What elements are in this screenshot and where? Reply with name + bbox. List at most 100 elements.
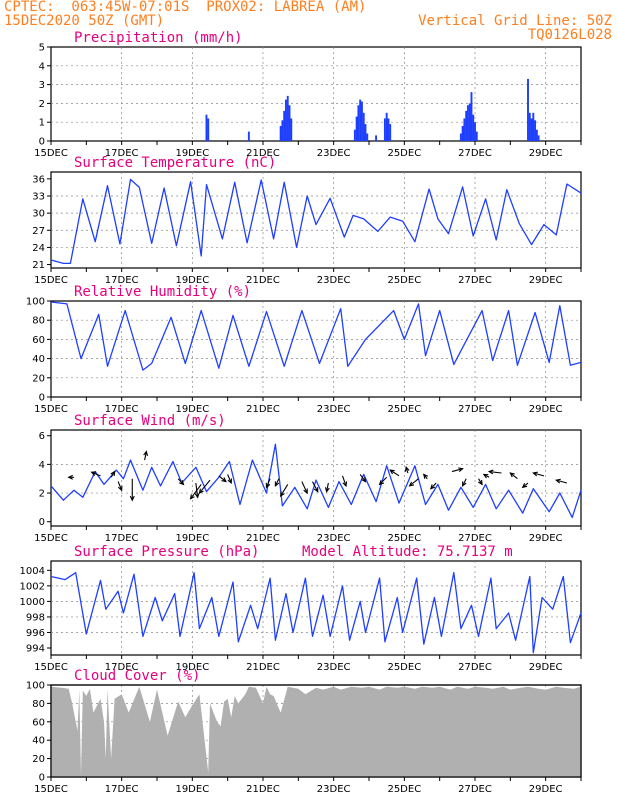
- cloud-ytick-label: 0: [39, 773, 45, 784]
- wind-arrow-shaft: [389, 469, 400, 477]
- precip-bar: [364, 124, 367, 141]
- wind-arrow: [218, 475, 227, 483]
- wind-arrow-shaft: [218, 475, 227, 483]
- precip-bar: [387, 118, 390, 141]
- cloud-panel: 0 20 40 60 80 100 15DEC 17DEC 19DEC 21DEC 23DEC 25D…: [26, 668, 582, 795]
- wind-arrow: [117, 481, 123, 492]
- cloud-ytick-label: 40: [32, 736, 45, 747]
- precip-xtick-label: 23DEC: [317, 148, 351, 159]
- precip-panel: 0 1 2 3 4 5 15DEC 17DEC 19DEC 21DEC 23DEC 25DEC 27DE…: [34, 30, 582, 159]
- precip-bar: [470, 92, 473, 141]
- precip-xtick-label: 15DEC: [34, 148, 68, 159]
- wind-arrow-shaft: [556, 479, 568, 484]
- wind-arrow-head: [265, 482, 271, 489]
- precip-bar: [527, 78, 529, 141]
- pressure-xtick-label: 29DEC: [529, 662, 563, 673]
- wind-arrow: [311, 481, 319, 493]
- wind-arrow-shaft: [190, 484, 202, 500]
- wind-arrow-shaft: [311, 481, 319, 492]
- wind-arrow-shaft: [326, 482, 329, 492]
- wind-arrow-shaft: [451, 468, 463, 473]
- wind-arrow: [67, 474, 74, 480]
- temp-ytick-label: 36: [32, 174, 45, 185]
- wind-arrow-head: [361, 477, 367, 483]
- wind-arrow-head: [487, 469, 494, 475]
- precip-bar: [383, 118, 386, 141]
- cloud-area: [51, 686, 581, 777]
- temp-ytick-label: 33: [32, 192, 45, 203]
- wind-arrow-head: [313, 487, 319, 493]
- precip-bar: [207, 118, 210, 141]
- rh-ytick-label: 100: [26, 297, 45, 308]
- precip-bar: [357, 105, 360, 141]
- wind-panel: 0 2 4 6 15DEC 17DEC 19DEC 21DEC 23DEC 25DEC 27DEC 2…: [34, 413, 582, 544]
- wind-ytick-label: 4: [39, 460, 45, 471]
- wind-arrow-head: [408, 481, 415, 487]
- rh-xtick-label: 23DEC: [317, 404, 351, 415]
- wind-arrow-shaft: [379, 476, 388, 485]
- wind-arrow: [487, 469, 502, 475]
- rh-xtick-label: 27DEC: [458, 404, 492, 415]
- wind-arrow: [462, 478, 467, 488]
- wind-arrow-head: [280, 491, 285, 497]
- wind-arrow: [404, 466, 410, 474]
- cloud-xtick-label: 21DEC: [246, 784, 280, 795]
- wind-xtick-label: 25DEC: [387, 533, 421, 544]
- pressure-xtick-label: 27DEC: [458, 662, 492, 673]
- header: CPTEC: 063:45W-07:01S PROX02: LABREA (AM…: [0, 0, 618, 44]
- pressure-ytick-label: 1000: [20, 597, 45, 608]
- wind-arrow: [198, 479, 211, 495]
- wind-arrow-shaft: [409, 478, 419, 487]
- wind-arrow-shaft: [430, 482, 437, 490]
- wind-arrow-head: [194, 492, 200, 499]
- wind-arrow: [177, 478, 185, 486]
- wind-arrow-shaft: [341, 475, 347, 487]
- wind-arrow-head: [462, 481, 467, 488]
- cloud-xtick-label: 29DEC: [529, 784, 563, 795]
- temp-ytick-label: 30: [32, 209, 45, 220]
- pressure-xtick-label: 21DEC: [246, 662, 280, 673]
- wind-arrow: [301, 481, 308, 495]
- precip-frame: [50, 46, 582, 142]
- cloud-title: Cloud Cover (%): [74, 668, 200, 684]
- wind-arrow: [129, 478, 135, 502]
- wind-arrow: [324, 482, 330, 493]
- temp-xtick-label: 17DEC: [105, 275, 139, 286]
- precip-bar: [530, 118, 533, 141]
- wind-xtick-label: 21DEC: [246, 533, 280, 544]
- precip-xtick-label: 21DEC: [246, 148, 280, 159]
- wind-arrow-head: [458, 467, 464, 473]
- temp-series-line: [50, 178, 582, 265]
- precip-bar: [468, 103, 471, 141]
- wind-arrow: [143, 450, 149, 461]
- wind-arrow: [265, 478, 271, 489]
- temp-xtick-label: 19DEC: [175, 275, 209, 286]
- wind-arrow-head: [404, 466, 410, 472]
- wind-arrow-shaft: [117, 481, 123, 491]
- pressure-ytick-label: 996: [26, 628, 45, 639]
- cloud-xtick-label: 27DEC: [458, 784, 492, 795]
- precip-bar: [389, 124, 392, 141]
- temp-frame: [50, 171, 582, 269]
- cloud-frame-overlay: [50, 684, 582, 778]
- cloud-ytick-label: 20: [32, 754, 45, 765]
- temp-ytick-label: 24: [32, 243, 45, 254]
- wind-arrow: [389, 469, 400, 477]
- wind-arrow: [532, 471, 545, 477]
- wind-arrow-shaft: [462, 478, 467, 487]
- wind-xtick-label: 29DEC: [529, 533, 563, 544]
- wind-arrow: [359, 474, 367, 483]
- wind-arrow-head: [482, 473, 489, 479]
- precip-bar: [535, 129, 538, 141]
- pressure-panel: 994 996 998 1000 1002 1004 15DEC 17DEC 19DEC 21DE…: [20, 544, 582, 673]
- precip-bar: [474, 122, 476, 141]
- wind-arrow-head: [422, 473, 429, 479]
- precip-bar: [528, 112, 531, 141]
- wind-arrow: [408, 478, 419, 487]
- temp-xtick-label: 15DEC: [34, 275, 68, 286]
- precip-xtick-label: 25DEC: [387, 148, 421, 159]
- cloud-xtick-label: 15DEC: [34, 784, 68, 795]
- rh-series-line: [50, 301, 582, 371]
- wind-arrow-shaft: [91, 471, 101, 477]
- wind-xtick-label: 17DEC: [105, 533, 139, 544]
